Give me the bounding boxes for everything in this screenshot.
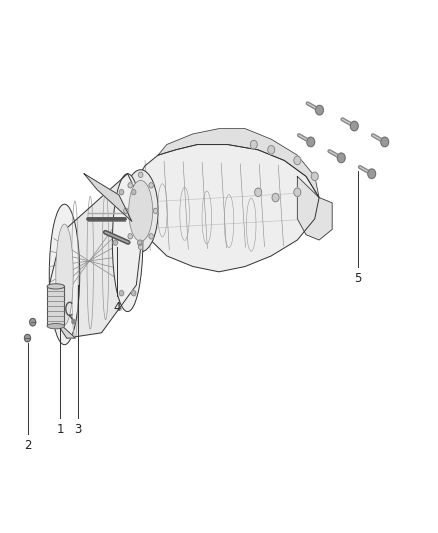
Circle shape [294, 188, 301, 197]
Circle shape [254, 188, 261, 197]
Circle shape [30, 318, 36, 326]
Circle shape [119, 189, 124, 195]
Ellipse shape [47, 324, 64, 329]
Circle shape [315, 106, 323, 115]
Text: 3: 3 [74, 423, 81, 436]
Polygon shape [49, 312, 75, 338]
Ellipse shape [56, 224, 73, 325]
Circle shape [337, 153, 345, 163]
Text: 4: 4 [113, 301, 120, 314]
Circle shape [149, 183, 153, 188]
Circle shape [128, 183, 132, 188]
Circle shape [131, 290, 136, 296]
Polygon shape [158, 128, 319, 198]
Circle shape [294, 156, 301, 165]
Circle shape [149, 233, 153, 239]
Ellipse shape [49, 204, 80, 345]
Circle shape [272, 193, 279, 202]
Text: 5: 5 [355, 272, 362, 285]
Polygon shape [84, 174, 132, 221]
Circle shape [307, 137, 314, 147]
Polygon shape [49, 174, 145, 338]
Ellipse shape [129, 180, 152, 241]
Circle shape [119, 290, 124, 296]
Circle shape [138, 244, 143, 249]
Circle shape [268, 146, 275, 154]
Polygon shape [297, 176, 332, 240]
Circle shape [251, 140, 257, 149]
Polygon shape [125, 144, 319, 272]
Circle shape [131, 189, 136, 195]
Circle shape [311, 172, 318, 181]
Circle shape [25, 334, 31, 342]
Text: 1: 1 [57, 423, 64, 436]
Circle shape [350, 121, 358, 131]
Text: 2: 2 [25, 439, 32, 452]
Circle shape [124, 208, 128, 214]
Ellipse shape [113, 174, 143, 312]
Ellipse shape [47, 284, 64, 289]
Circle shape [381, 137, 389, 147]
Circle shape [113, 240, 117, 245]
Circle shape [72, 319, 75, 324]
Ellipse shape [123, 169, 158, 252]
Circle shape [368, 169, 376, 179]
Bar [47, 286, 64, 326]
Circle shape [138, 172, 143, 177]
Circle shape [153, 208, 158, 214]
Circle shape [138, 240, 142, 245]
Circle shape [128, 233, 132, 239]
